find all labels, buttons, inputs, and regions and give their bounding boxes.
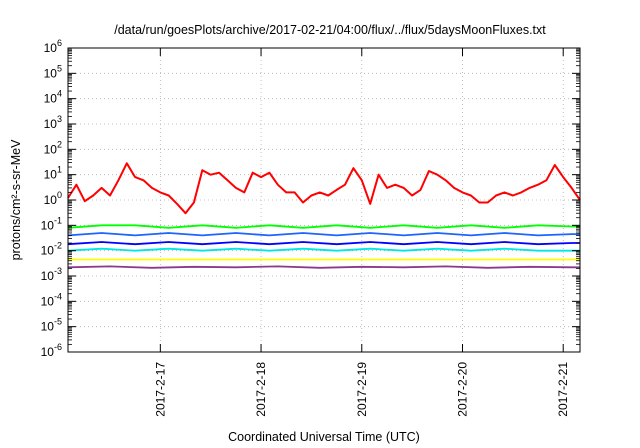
series-lines [67, 162, 581, 269]
series-line-2 [67, 224, 580, 229]
series-line-1 [67, 162, 581, 215]
y-tick-label: 105 [44, 63, 62, 80]
axis-ticks: 10-6 10-5 10-4 10-3 10-2 10-1 100 101 102 103 104 1… [41, 38, 580, 417]
x-tick-label: 2017-2-18 [254, 362, 268, 417]
y-tick-label: 10-3 [41, 266, 62, 283]
y-tick-label: 10-2 [41, 241, 62, 258]
y-tick-label: 104 [44, 89, 62, 106]
y-tick-label: 106 [44, 38, 62, 55]
y-tick-label: 10-1 [41, 215, 62, 232]
y-tick-label: 10-6 [41, 342, 62, 359]
series-line-7 [67, 265, 580, 269]
series-line-3 [67, 247, 580, 252]
y-tick-label: 103 [44, 114, 62, 131]
x-tick-label: 2017-2-20 [455, 362, 469, 417]
x-axis-label: Coordinated Universal Time (UTC) [228, 430, 420, 444]
y-tick-label: 100 [44, 190, 62, 207]
x-tick-label: 2017-2-21 [556, 362, 570, 417]
x-tick-label: 2017-2-17 [153, 362, 167, 417]
chart-title: /data/run/goesPlots/archive/2017-02-21/0… [114, 23, 546, 37]
y-tick-label: 102 [44, 139, 62, 156]
x-tick-label: 2017-2-19 [355, 362, 369, 417]
y-tick-label: 101 [44, 165, 62, 182]
y-tick-label: 10-5 [41, 317, 62, 334]
y-tick-label: 10-4 [41, 291, 62, 308]
y-axis-label: protons/cm²-s-sr-MeV [9, 139, 23, 261]
series-line-5 [67, 241, 580, 246]
series-line-4 [67, 232, 580, 237]
grid [68, 48, 580, 352]
